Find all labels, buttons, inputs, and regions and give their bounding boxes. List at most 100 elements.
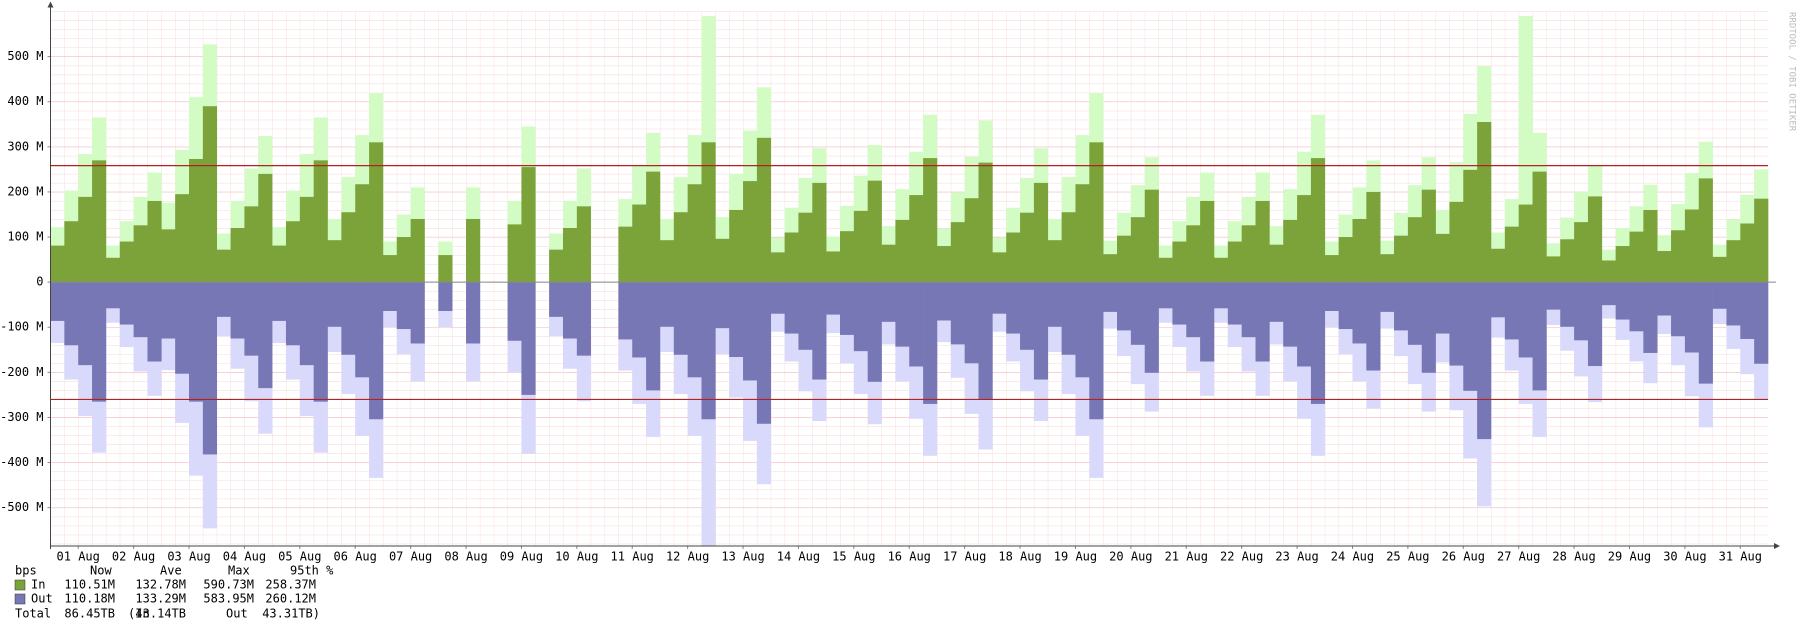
area-step [950,282,965,345]
area-step [978,282,993,400]
area-step [562,282,578,339]
area-step [1601,282,1616,306]
area-step [202,106,218,283]
area-step [1421,189,1436,283]
area-step [1421,282,1436,373]
area-step [1490,282,1506,318]
area-step [105,282,121,309]
area-step [119,241,134,283]
area-step [826,282,841,315]
x-tick-label: 11 Aug [611,550,654,564]
x-tick-label: 15 Aug [832,550,875,564]
area-step [1213,257,1229,283]
x-tick-label: 07 Aug [389,550,432,564]
area-step [992,252,1007,283]
area-step [839,282,855,335]
area-step [299,196,314,283]
area-step [673,212,688,283]
area-step [839,231,855,283]
legend-total: Total [15,607,51,621]
area-step [632,282,647,358]
legend-label: Out [31,592,53,606]
x-tick-label: 05 Aug [278,550,321,564]
area-step [258,173,273,283]
area-step [1130,282,1146,345]
area-step [1754,282,1769,364]
area-step [1560,239,1575,283]
area-step [978,162,993,283]
area-step [1601,260,1616,283]
area-step [1407,217,1423,283]
area-step [1463,169,1478,283]
area-step [438,255,453,283]
area-step [50,282,65,321]
area-step [410,218,425,283]
area-step [1504,282,1519,340]
area-step [729,282,744,358]
area-step [341,212,356,283]
area-step [562,228,578,283]
y-tick-label: 200 M [7,184,43,198]
legend-value: 110.51M [64,578,115,592]
area-step [1075,184,1090,283]
area-step [1698,178,1713,283]
area-step [743,282,758,381]
area-step [1657,251,1672,283]
legend-header: 95th % [290,564,334,578]
area-step [507,224,522,283]
area-step [189,282,204,402]
area-step [1006,282,1021,334]
area-step [1103,282,1118,312]
y-tick-label: -500 M [0,500,43,514]
area-step [770,252,785,283]
x-tick-label: 22 Aug [1220,550,1263,564]
area-step [466,218,481,283]
x-tick-label: 25 Aug [1386,550,1429,564]
area-step [923,282,938,404]
area-step [687,282,702,378]
area-step [798,212,813,283]
area-step [1006,232,1021,283]
area-step [1200,200,1215,283]
legend-header: Max [228,564,250,578]
x-tick-label: 06 Aug [334,550,377,564]
y-tick-label: 0 [36,275,43,289]
area-step [327,282,342,327]
legend-value: 590.73M [203,578,254,592]
area-step [272,282,287,321]
area-step [1352,282,1367,344]
area-step [50,245,65,283]
area-step [1310,158,1326,283]
watermark: RRDTOOL / TOBI OETIKER [1787,12,1797,132]
area-step [1338,282,1353,330]
legend-swatch [14,593,26,605]
area-step [396,237,411,283]
legend-header: Now [90,564,112,578]
area-step [576,282,591,356]
area-step [701,142,716,283]
x-tick-label: 03 Aug [167,550,210,564]
area-step [936,246,952,283]
area-step [1477,282,1492,440]
area-step [853,282,868,352]
area-step [1033,282,1049,380]
area-step [1435,233,1450,283]
area-step [1574,222,1589,283]
area-step [1283,282,1298,347]
area-step [369,142,384,283]
y-tick-label: -400 M [0,455,43,469]
area-step [1449,201,1464,283]
area-step [826,251,841,283]
area-step [230,282,245,339]
area-step [313,282,328,402]
area-step [881,244,896,283]
area-step [202,282,218,455]
area-step [1574,282,1589,341]
x-tick-label: 18 Aug [998,550,1041,564]
area-step [618,282,633,340]
area-step [1338,237,1353,283]
area-step [1158,257,1173,283]
area-step [909,282,924,367]
area-step [964,282,979,364]
area-step [1449,282,1464,366]
